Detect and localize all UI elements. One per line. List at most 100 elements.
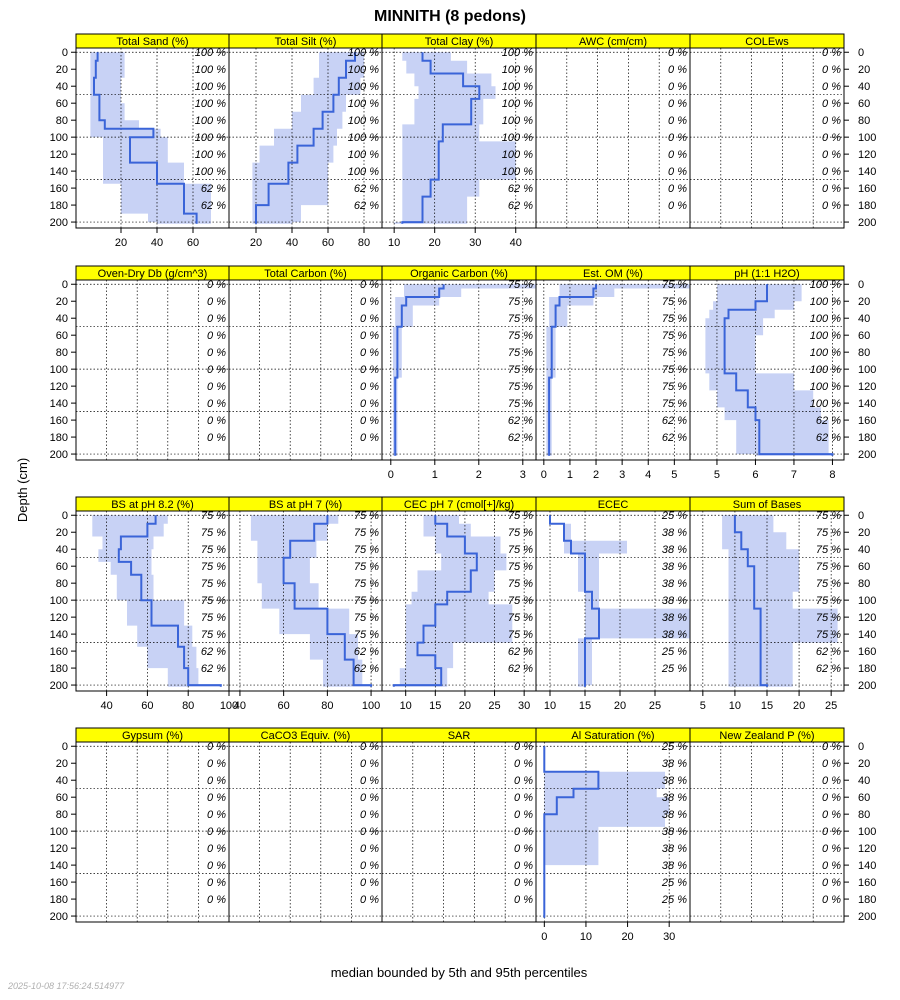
pct-label: 0 % [514, 792, 533, 804]
pct-label: 100 % [195, 64, 226, 76]
pct-label: 38 % [662, 595, 687, 607]
panel-plot-area [382, 48, 536, 228]
panel-plot-area [382, 742, 536, 922]
panel-title: Gypsum (%) [122, 730, 183, 742]
y-tick-label: 120 [50, 149, 68, 161]
pct-label: 100 % [810, 279, 841, 291]
pct-label: 38 % [662, 809, 687, 821]
panel-plot-area [536, 48, 690, 228]
pct-label: 0 % [360, 894, 379, 906]
panel-grid: Total Sand (%)100 %100 %100 %100 %100 %1… [50, 33, 876, 943]
x-tick-label: 20 [793, 700, 805, 712]
median-line [394, 284, 445, 456]
pct-label: 0 % [822, 132, 841, 144]
panel-plot-area [76, 280, 229, 460]
median-line [392, 515, 478, 687]
pct-label: 38 % [662, 561, 687, 573]
y-tick-label: 200 [50, 217, 68, 229]
pct-label: 62 % [816, 663, 841, 675]
pct-label: 100 % [810, 364, 841, 376]
panel-8: Organic Carbon (%)75 %75 %75 %75 %75 %75… [381, 265, 537, 481]
y-tick-label: 140 [50, 166, 68, 178]
y-tick-label: 200 [858, 449, 876, 461]
x-tick-label: 40 [151, 237, 163, 249]
y-tick-label: 80 [56, 809, 68, 821]
x-tick-label: 20 [621, 931, 633, 943]
y-tick-label: 120 [50, 612, 68, 624]
y-tick-label: 0 [858, 510, 864, 522]
x-tick-label: 5 [700, 700, 706, 712]
pct-label: 75 % [354, 612, 379, 624]
pct-label: 0 % [822, 64, 841, 76]
x-tick-label: 1 [432, 469, 438, 481]
panel-title: Total Clay (%) [425, 36, 493, 48]
pct-label: 0 % [207, 792, 226, 804]
pct-label: 75 % [354, 561, 379, 573]
percentile-band [546, 284, 690, 456]
y-tick-label: 20 [56, 64, 68, 76]
pct-label: 38 % [662, 612, 687, 624]
pct-label: 0 % [668, 64, 687, 76]
pct-label: 75 % [508, 595, 533, 607]
pct-label: 0 % [360, 279, 379, 291]
pct-label: 100 % [502, 98, 533, 110]
pct-label: 0 % [822, 809, 841, 821]
y-tick-label: 80 [858, 115, 870, 127]
pct-label: 0 % [668, 47, 687, 59]
x-tick-label: 60 [322, 237, 334, 249]
pct-label: 0 % [360, 313, 379, 325]
pct-label: 75 % [508, 364, 533, 376]
pct-label: 62 % [508, 646, 533, 658]
pct-label: 0 % [207, 432, 226, 444]
panel-14: ECEC 25 % 38 % 38 % 38 % 38 % 38 % 38 % 38 % 25 %… [535, 496, 691, 712]
x-tick-label: 2 [476, 469, 482, 481]
panel-title: Al Saturation (%) [571, 730, 654, 742]
pct-label: 100 % [195, 149, 226, 161]
pct-label: 0 % [207, 741, 226, 753]
pct-label: 0 % [822, 166, 841, 178]
percentile-band [92, 515, 221, 687]
pct-label: 0 % [822, 149, 841, 161]
panel-title: BS at pH 8.2 (%) [111, 499, 194, 511]
pct-label: 0 % [822, 775, 841, 787]
pct-label: 0 % [822, 98, 841, 110]
y-tick-label: 0 [62, 741, 68, 753]
panel-19: Al Saturation (%) 25 % 38 % 38 % 38 % 38 % 38 … [535, 727, 691, 943]
y-tick-label: 60 [56, 792, 68, 804]
y-tick-label: 0 [858, 47, 864, 59]
y-tick-label: 60 [858, 561, 870, 573]
y-tick-label: 200 [858, 911, 876, 923]
pct-label: 62 % [201, 200, 226, 212]
panel-title: CaCO3 Equiv. (%) [261, 730, 351, 742]
y-tick-label: 140 [50, 860, 68, 872]
pct-label: 100 % [348, 64, 379, 76]
y-tick-label: 120 [858, 612, 876, 624]
pct-label: 100 % [348, 149, 379, 161]
pct-label: 0 % [207, 826, 226, 838]
median-line [723, 284, 834, 456]
pct-label: 25 % [661, 877, 687, 889]
pct-label: 0 % [668, 183, 687, 195]
x-tick-label: 30 [663, 931, 675, 943]
median-line [733, 515, 768, 687]
x-axis-label: median bounded by 5th and 95th percentil… [331, 965, 588, 980]
pct-label: 75 % [508, 578, 533, 590]
median-line [282, 515, 373, 687]
x-tick-label: 3 [520, 469, 526, 481]
x-tick-label: 30 [518, 700, 530, 712]
y-tick-label: 60 [858, 330, 870, 342]
pct-label: 62 % [354, 183, 379, 195]
y-tick-label: 80 [858, 578, 870, 590]
pct-label: 38 % [662, 792, 687, 804]
panel-plot-area [382, 280, 536, 460]
pct-label: 0 % [360, 860, 379, 872]
pct-label: 0 % [360, 347, 379, 359]
y-tick-label: 60 [858, 98, 870, 110]
pct-label: 62 % [662, 432, 687, 444]
pct-label: 0 % [360, 364, 379, 376]
y-tick-label: 0 [858, 279, 864, 291]
pct-label: 0 % [207, 758, 226, 770]
pct-label: 75 % [816, 612, 841, 624]
y-tick-label: 60 [56, 330, 68, 342]
pct-label: 100 % [195, 81, 226, 93]
